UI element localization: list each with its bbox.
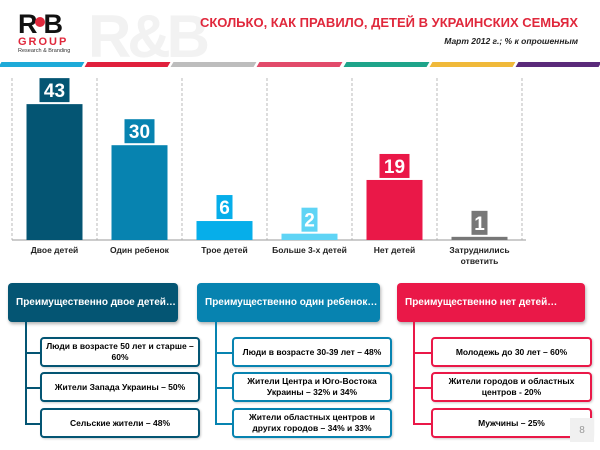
connector-line bbox=[25, 387, 40, 389]
data-label: 30 bbox=[129, 122, 150, 143]
data-label-bg bbox=[471, 210, 488, 235]
group-item: Молодежь до 30 лет – 60% bbox=[431, 337, 592, 367]
stripe-segment bbox=[0, 62, 85, 67]
logo-group: GROUP bbox=[18, 36, 69, 48]
connector-line bbox=[413, 322, 415, 423]
bar bbox=[196, 221, 253, 240]
group-item: Люди в возрасте 30-39 лет – 48% bbox=[232, 337, 392, 367]
bar-chart: 43 Двое детей 30 Один ребенок 6 Трое детей 2 Бо… bbox=[11, 78, 526, 266]
category-label: ответить bbox=[461, 256, 499, 266]
data-label: 43 bbox=[44, 81, 65, 102]
data-label: 6 bbox=[219, 198, 230, 219]
page-number: 8 bbox=[570, 418, 594, 442]
category-label: Один ребенок bbox=[110, 245, 170, 255]
page-title: СКОЛЬКО, КАК ПРАВИЛО, ДЕТЕЙ В УКРАИНСКИХ… bbox=[199, 15, 578, 30]
category-label: Больше 3-х детей bbox=[272, 245, 347, 255]
category-label: Двое детей bbox=[31, 245, 79, 255]
connector-line bbox=[413, 387, 431, 389]
group-header: Преимущественно двое детей… bbox=[8, 283, 178, 322]
stripe-segment bbox=[84, 62, 171, 67]
connector-line bbox=[413, 352, 431, 354]
connector-line bbox=[215, 387, 232, 389]
data-label-bg bbox=[124, 119, 155, 144]
group-item: Жители городов и областных центров - 20% bbox=[431, 372, 592, 402]
connector-line bbox=[25, 352, 40, 354]
bar bbox=[111, 145, 168, 240]
stripe-segment bbox=[429, 62, 516, 67]
connector-line bbox=[413, 423, 431, 425]
data-label: 19 bbox=[384, 157, 405, 178]
data-label: 1 bbox=[474, 214, 485, 235]
group-header: Преимущественно нет детей… bbox=[397, 283, 585, 322]
connector-line bbox=[215, 322, 217, 423]
category-label: Затруднились bbox=[449, 245, 509, 255]
data-label-bg bbox=[39, 78, 70, 103]
page-subtitle: Март 2012 г.; % к опрошенным bbox=[444, 36, 578, 46]
group-item: Жители Центра и Юго-Востока Украины – 32… bbox=[232, 372, 392, 402]
stripe-segment bbox=[170, 62, 257, 67]
bar bbox=[366, 179, 423, 240]
connector-line bbox=[215, 352, 232, 354]
logo-tagline: Research & Branding bbox=[18, 48, 71, 54]
connector-line bbox=[25, 423, 40, 425]
stripe-segment bbox=[515, 62, 600, 67]
stripe-segment bbox=[343, 62, 430, 67]
data-label-bg bbox=[379, 153, 410, 178]
group-item: Люди в возрасте 50 лет и старше – 60% bbox=[40, 337, 200, 367]
color-stripe bbox=[0, 62, 600, 67]
category-label: Трое детей bbox=[201, 245, 247, 255]
bar bbox=[451, 236, 508, 240]
logo-watermark: R&B bbox=[88, 3, 210, 70]
category-label: Нет детей bbox=[374, 245, 415, 255]
data-label: 2 bbox=[304, 211, 315, 232]
group-item: Мужчины – 25% bbox=[431, 408, 592, 438]
group-header: Преимущественно один ребенок… bbox=[197, 283, 380, 322]
group-item: Жители областных центров и других городо… bbox=[232, 408, 392, 438]
bar bbox=[281, 233, 338, 240]
bar bbox=[26, 104, 83, 241]
data-label-bg bbox=[301, 207, 318, 232]
connector-line bbox=[215, 423, 232, 425]
group-item: Жители Запада Украины – 50% bbox=[40, 372, 200, 402]
group-item: Сельские жители – 48% bbox=[40, 408, 200, 438]
connector-line bbox=[25, 322, 27, 423]
stripe-segment bbox=[256, 62, 344, 67]
data-label-bg bbox=[216, 195, 233, 220]
